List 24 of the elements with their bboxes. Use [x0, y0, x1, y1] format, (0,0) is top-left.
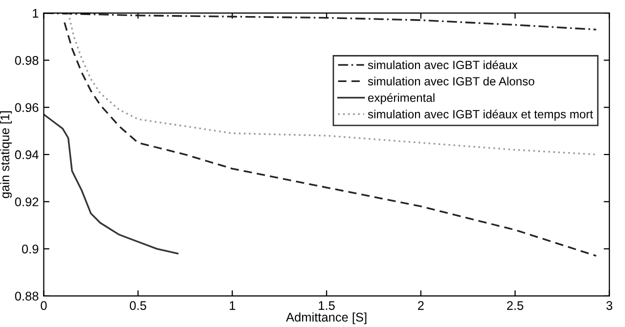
x-axis-title: Admittance [S] [286, 312, 366, 324]
legend-label: simulation avec IGBT de Alonso [368, 76, 534, 86]
y-axis-title: gain statique [1] [0, 111, 12, 198]
y-tick-label: 0.92 [15, 197, 38, 206]
line-series [64, 22, 598, 257]
y-tick-label: 0.96 [15, 103, 38, 112]
x-tick-label: 2.5 [507, 301, 524, 310]
line-series [67, 13, 598, 156]
legend-label: expérimental [368, 93, 434, 104]
y-tick-label: 0.88 [15, 292, 38, 301]
line-series [44, 13, 598, 30]
x-tick-label: 0.5 [130, 301, 146, 310]
x-tick-label: 3 [606, 301, 612, 310]
y-tick-label: 0.9 [22, 244, 38, 254]
y-tick-label: 0.94 [15, 150, 39, 160]
legend-label: simulation avec IGBT idéaux [368, 60, 518, 70]
x-tick-label: 1 [230, 301, 236, 310]
x-tick-label: 2 [418, 301, 424, 310]
x-tick-label: 0 [40, 301, 47, 310]
y-tick-label: 1 [32, 9, 38, 18]
x-tick-label: 1.5 [318, 301, 335, 310]
legend-label: simulation avec IGBT idéaux et temps mort [368, 110, 594, 121]
line-series [44, 114, 178, 254]
y-tick-label: 0.98 [15, 56, 38, 65]
